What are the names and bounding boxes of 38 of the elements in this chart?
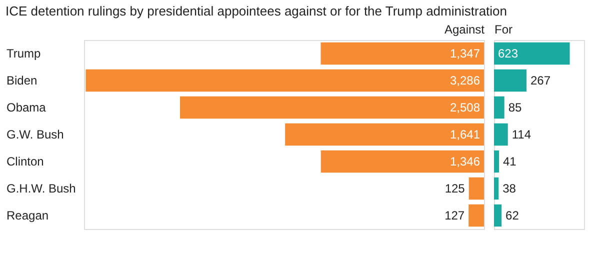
data-label: 114: [512, 128, 532, 142]
bar: [285, 123, 484, 146]
bar: [320, 150, 484, 173]
y-tick-label: Clinton: [6, 154, 44, 168]
y-tick-label: Trump: [6, 46, 42, 60]
data-label: 62: [506, 208, 520, 222]
y-tick-label: G.H.W. Bush: [6, 182, 76, 196]
y-tick-label: Reagan: [6, 208, 49, 222]
bar: [468, 204, 484, 227]
x-axis-title: For: [494, 22, 513, 36]
y-tick-label: Biden: [6, 74, 38, 88]
bar: [86, 69, 484, 92]
x-axis-title: Against: [444, 22, 486, 36]
data-label: 623: [498, 46, 518, 60]
data-label: 2,508: [450, 100, 480, 114]
data-label: 1,641: [450, 128, 480, 142]
data-label: 38: [502, 182, 516, 196]
data-label: 267: [530, 74, 551, 88]
y-tick-label: Obama: [6, 100, 46, 114]
data-label: 41: [502, 154, 517, 168]
data-label: 1,346: [450, 154, 480, 168]
data-label: 3,286: [450, 74, 480, 88]
y-tick-label: G.W. Bush: [6, 128, 64, 142]
bar: [494, 204, 502, 227]
bar: [468, 177, 484, 200]
bar: [494, 177, 499, 200]
data-label: 125: [444, 182, 466, 196]
bar: [494, 150, 499, 173]
bar: [320, 42, 484, 65]
bar: [494, 123, 508, 146]
data-label: 127: [444, 208, 465, 222]
bar: [494, 42, 570, 65]
data-label: 85: [508, 100, 522, 114]
bar: [494, 96, 504, 119]
bar: [180, 96, 484, 119]
chart-title: ICE detention rulings by presidential appointees against or for the Trump administration: [6, 4, 508, 18]
bar: [494, 69, 526, 92]
data-label: 1,347: [450, 46, 480, 60]
